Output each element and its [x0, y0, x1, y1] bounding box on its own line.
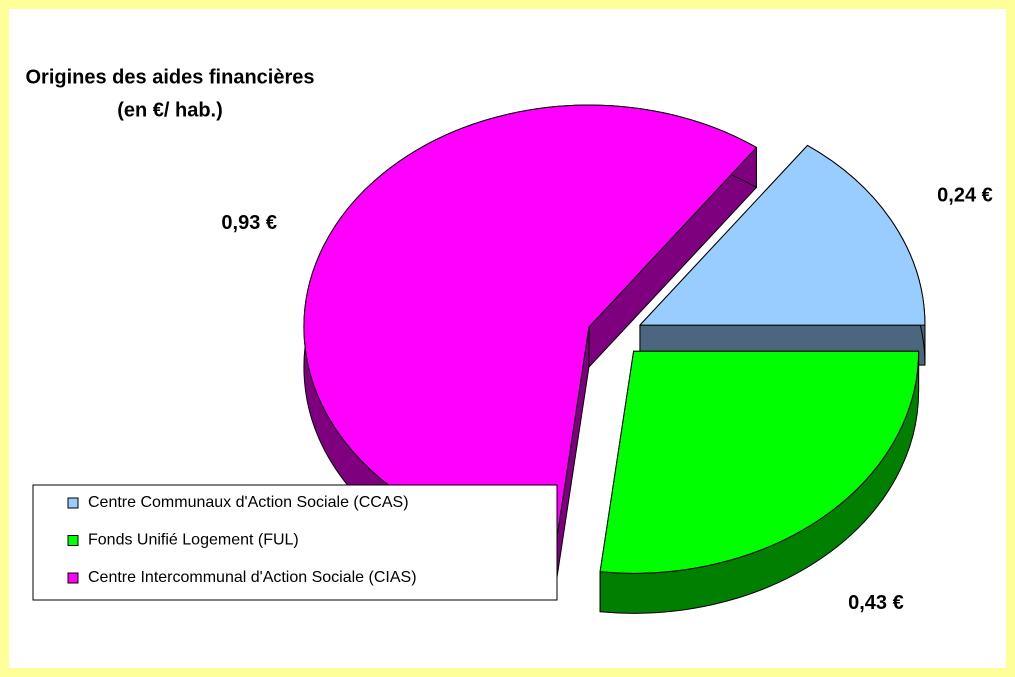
slice: [303, 104, 757, 589]
data-label: 0,93 €: [221, 212, 277, 234]
data-label: 0,43 €: [848, 592, 904, 614]
legend-box: [32, 484, 558, 601]
chart-subtitle: (en €/ hab.): [117, 99, 223, 121]
data-label: 0,24 €: [937, 184, 993, 206]
slice: [639, 144, 926, 366]
legend-swatch: [67, 497, 79, 509]
slice: [599, 350, 920, 614]
slice: [599, 350, 920, 574]
legend-label: Fonds Unifié Logement (FUL): [88, 532, 299, 549]
legend-swatch: [67, 572, 79, 584]
legend-label: Centre Communaux d'Action Sociale (CCAS): [88, 494, 409, 511]
legend-swatch: [67, 535, 79, 546]
chart-title: Origines des aides financières: [25, 66, 314, 88]
legend-label: Centre Intercommunal d'Action Sociale (C…: [88, 569, 417, 586]
slice: [639, 144, 926, 326]
